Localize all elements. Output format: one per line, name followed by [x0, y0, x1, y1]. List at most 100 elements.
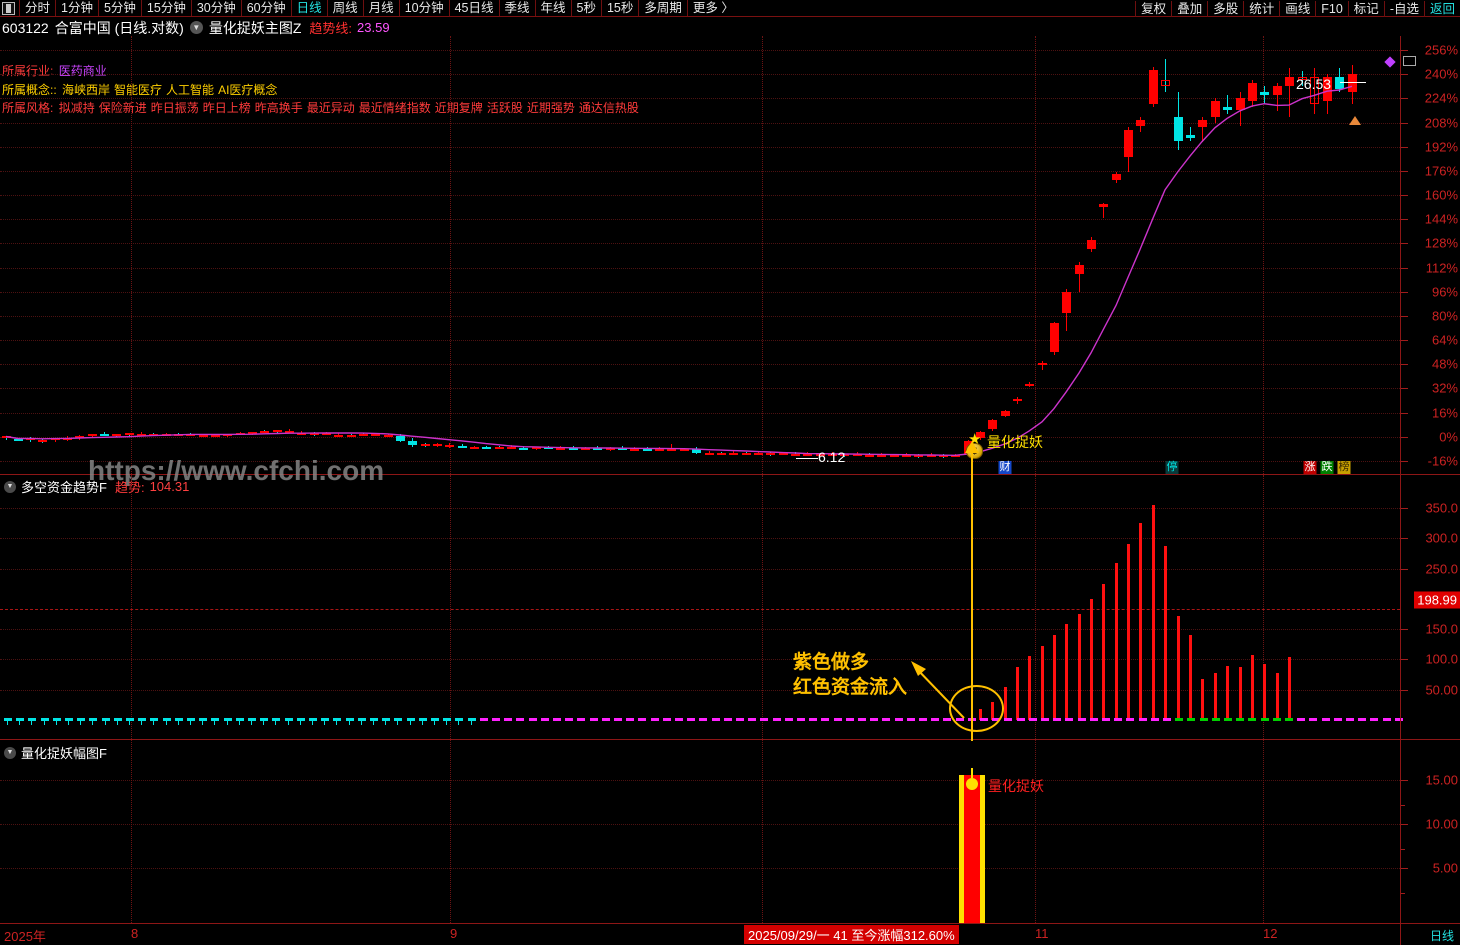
- period-tab-5[interactable]: 60分钟: [240, 0, 291, 16]
- candle-wick: [1079, 261, 1080, 292]
- panel-icon[interactable]: [1403, 56, 1416, 66]
- period-tab-7[interactable]: 周线: [326, 0, 363, 16]
- style-tag-5[interactable]: 最近异动: [306, 101, 355, 115]
- candle-body: [1160, 80, 1170, 87]
- baseline-stem: [129, 718, 130, 725]
- chevron-down-icon[interactable]: ▼: [189, 21, 203, 34]
- toolbar-button-7[interactable]: -自选: [1383, 0, 1424, 17]
- main-axis-label: 80%: [1431, 308, 1458, 324]
- mid-panel-header[interactable]: ▼ 多空资金趋势F 趋势: 104.31: [4, 477, 189, 496]
- app-icon[interactable]: [2, 1, 15, 15]
- period-tab-2[interactable]: 5分钟: [97, 0, 141, 16]
- baseline-dash: [895, 718, 903, 721]
- chart-marker-榜[interactable]: 榜: [1337, 461, 1351, 474]
- mid-panel-title: 多空资金趋势F: [21, 480, 107, 495]
- top-menu-bar: 分时 1分钟 5分钟 15分钟 30分钟 60分钟 日线 周线 月线 10分钟 45日线 季线 年线 5秒…: [0, 0, 1460, 17]
- style-tag-2[interactable]: 昨日振荡: [150, 101, 199, 115]
- concept-values[interactable]: 海峡西岸 智能医疗 人工智能 AI医疗概念: [62, 83, 281, 97]
- period-tab-8[interactable]: 月线: [362, 0, 399, 16]
- style-tag-7[interactable]: 近期复牌: [434, 101, 483, 115]
- bottom-axis-label: 10.00: [1425, 816, 1458, 832]
- style-tag-4[interactable]: 昨高换手: [254, 101, 303, 115]
- period-tab-14[interactable]: 15秒: [600, 0, 638, 16]
- bottom-vgridline: [762, 740, 763, 923]
- toolbar-button-0[interactable]: 复权: [1135, 0, 1171, 17]
- period-tab-16[interactable]: 更多 〉: [686, 0, 739, 16]
- main-vgridline: [762, 36, 763, 474]
- volume-bar: [1164, 545, 1167, 720]
- baseline-dash: [431, 718, 439, 721]
- period-tab-11[interactable]: 季线: [498, 0, 535, 16]
- mid-axis-label: 250.0: [1425, 561, 1458, 577]
- baseline-stem: [190, 718, 191, 725]
- candle-wick: [166, 432, 167, 436]
- fund-trend-plot[interactable]: 紫色做多 红色资金流入: [0, 475, 1403, 739]
- toolbar-button-4[interactable]: 画线: [1279, 0, 1315, 17]
- style-tag-6[interactable]: 最近情绪指数: [358, 101, 431, 115]
- concept-tag-0[interactable]: 海峡西岸: [62, 83, 111, 97]
- indicator-name[interactable]: 量化捉妖主图Z: [208, 19, 302, 36]
- toolbar-button-8[interactable]: 返回: [1423, 0, 1460, 17]
- candle-body: [99, 434, 109, 437]
- style-tag-8[interactable]: 活跃股: [486, 101, 523, 115]
- toolbar-button-5[interactable]: F10: [1315, 0, 1348, 17]
- chart-marker-停[interactable]: 停: [1165, 461, 1179, 474]
- period-tab-12[interactable]: 年线: [534, 0, 571, 16]
- candle-body: [1086, 240, 1096, 250]
- chevron-down-icon[interactable]: ▼: [4, 746, 16, 759]
- bottom-panel-header[interactable]: ▼ 量化捉妖幅图F: [4, 743, 107, 762]
- main-axis-tick: [1401, 340, 1408, 342]
- style-tag-9[interactable]: 近期强势: [526, 101, 575, 115]
- baseline-dash: [175, 718, 183, 721]
- concept-tag-1[interactable]: 智能医疗: [114, 83, 163, 97]
- concept-tag-2[interactable]: 人工智能: [166, 83, 215, 97]
- chart-marker-涨[interactable]: 涨: [1303, 461, 1317, 474]
- toolbar-button-6[interactable]: 标记: [1347, 0, 1384, 17]
- style-tag-10[interactable]: 通达信热股: [578, 101, 639, 115]
- main-axis-label: 48%: [1431, 356, 1458, 372]
- style-tag-1[interactable]: 保险新进: [98, 101, 147, 115]
- baseline-stem: [312, 718, 313, 725]
- period-tab-13[interactable]: 5秒: [570, 0, 601, 16]
- baseline-dash: [16, 718, 24, 721]
- baseline-dash: [126, 718, 134, 721]
- quant-signal-plot[interactable]: 量化捉妖: [0, 740, 1400, 923]
- concept-tag-3[interactable]: AI医疗概念: [218, 83, 278, 97]
- candle-body: [938, 455, 948, 458]
- style-tag-0[interactable]: 拟减持: [58, 101, 95, 115]
- candle-body: [654, 448, 664, 451]
- fund-trend-panel[interactable]: 紫色做多 红色资金流入 350.0 300.0 250.0 150.0 100.0 50.0…: [0, 475, 1460, 739]
- main-axis-label: 224%: [1424, 90, 1458, 106]
- toolbar-button-3[interactable]: 统计: [1243, 0, 1279, 17]
- period-tab-9[interactable]: 10分钟: [398, 0, 449, 16]
- chart-marker-财[interactable]: 财: [998, 461, 1012, 474]
- style-values[interactable]: 拟减持 保险新进 昨日振荡 昨日上榜 昨高换手 最近异动 最近情绪指数 近期复牌 活跃股 近期强势…: [59, 101, 643, 115]
- period-tab-15[interactable]: 多周期: [638, 0, 687, 16]
- main-axis-tick: [1401, 195, 1408, 197]
- chevron-down-icon[interactable]: ▼: [4, 480, 16, 493]
- period-tab-0[interactable]: 分时: [19, 0, 55, 16]
- candle-wick: [1314, 68, 1315, 114]
- period-tab-3[interactable]: 15分钟: [140, 0, 191, 16]
- baseline-dash: [41, 718, 49, 721]
- baseline-dash: [809, 718, 817, 721]
- baseline-stem: [31, 718, 32, 725]
- period-tab-1[interactable]: 1分钟: [55, 0, 98, 16]
- period-tab-6[interactable]: 日线: [290, 0, 327, 16]
- candle-body: [1284, 77, 1294, 87]
- bottom-axis-tick: [1401, 867, 1408, 869]
- baseline-dash: [285, 718, 293, 721]
- volume-bar: [1239, 666, 1242, 720]
- toolbar-button-2[interactable]: 多股: [1207, 0, 1243, 17]
- chart-marker-跌[interactable]: 跌: [1320, 461, 1334, 474]
- quant-signal-panel[interactable]: 量化捉妖 15.00 10.00 5.00: [0, 740, 1460, 923]
- style-tag-3[interactable]: 昨日上榜: [202, 101, 251, 115]
- baseline-dash: [773, 718, 781, 721]
- main-gridline: [0, 195, 1400, 197]
- toolbar-button-1[interactable]: 叠加: [1171, 0, 1207, 17]
- period-tab-4[interactable]: 30分钟: [190, 0, 241, 16]
- period-tab-10[interactable]: 45日线: [448, 0, 499, 16]
- time-axis-label-1: 8: [131, 926, 139, 941]
